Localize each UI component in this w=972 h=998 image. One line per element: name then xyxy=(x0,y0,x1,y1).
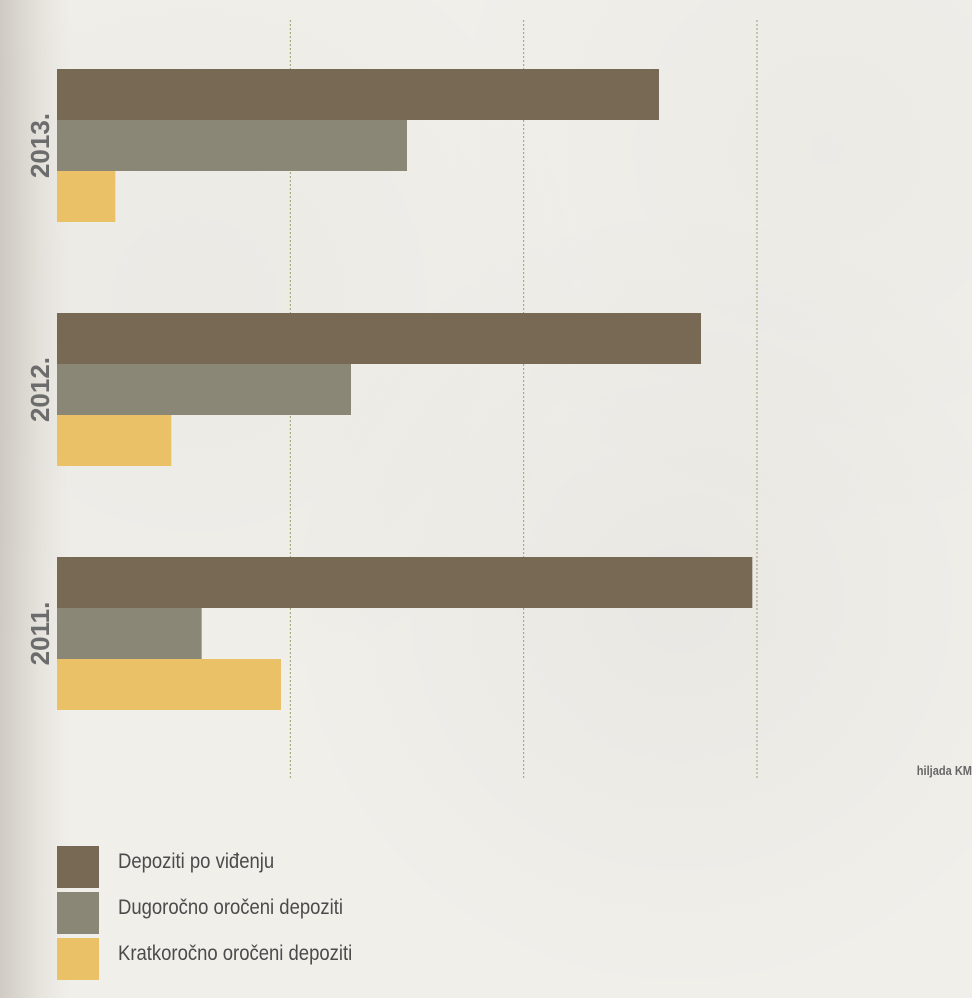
bar xyxy=(57,69,659,120)
legend-swatch xyxy=(57,938,99,980)
legend-item: Depoziti po viđenju xyxy=(57,846,384,888)
legend-label: Dugoročno oročeni depoziti xyxy=(118,896,343,919)
bar xyxy=(57,120,407,171)
bar xyxy=(57,415,172,466)
bar xyxy=(57,313,701,364)
legend: Depoziti po viđenju Dugoročno oročeni dep… xyxy=(57,846,384,980)
legend-item: Kratkoročno oročeni depoziti xyxy=(57,938,384,980)
bar xyxy=(57,659,281,710)
unit-label: hiljada KM xyxy=(916,763,972,778)
legend-swatch xyxy=(57,892,99,934)
category-label: 2012. xyxy=(25,357,55,422)
legend-item: Dugoročno oročeni depoziti xyxy=(57,892,384,934)
bar xyxy=(57,608,202,659)
bar xyxy=(57,364,351,415)
legend-label: Kratkoročno oročeni depoziti xyxy=(118,942,353,965)
legend-label: Depoziti po viđenju xyxy=(118,850,275,873)
bar-chart: 2013. 2012. 2011. xyxy=(25,20,758,778)
category-label: 2011. xyxy=(25,602,55,666)
bar xyxy=(57,557,753,608)
legend-swatch xyxy=(57,846,99,888)
bar xyxy=(57,171,116,222)
category-label: 2013. xyxy=(25,113,55,178)
